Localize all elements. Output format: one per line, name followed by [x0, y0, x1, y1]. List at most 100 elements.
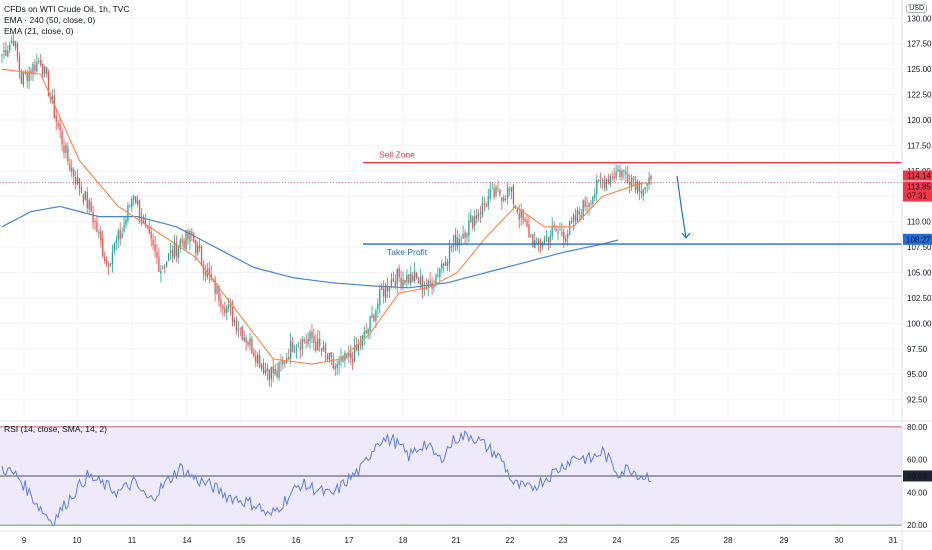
candle-body [648, 177, 650, 185]
candle-body [433, 283, 435, 288]
candle-body [448, 246, 451, 264]
candle-body [200, 246, 203, 265]
candle-body [301, 339, 303, 349]
candle-body [317, 338, 319, 351]
candle-body [561, 231, 563, 234]
candle-body [625, 172, 627, 175]
candle-body [348, 352, 350, 357]
candle-body [88, 200, 90, 210]
candle-body [214, 278, 216, 294]
candle-body [117, 231, 119, 241]
candle-body [381, 287, 383, 290]
candle-body [468, 220, 470, 236]
candle-body [493, 188, 495, 198]
price-tick-label: 127.50 [907, 40, 932, 49]
time-tick-label: 16 [292, 536, 301, 545]
candle-body [536, 238, 538, 240]
candle-body [485, 205, 488, 207]
candle-body [222, 305, 224, 309]
candle-body [565, 238, 567, 242]
candle-body [475, 214, 478, 219]
candle-body [280, 362, 282, 364]
candle-body [590, 203, 592, 205]
candle-body [47, 72, 50, 97]
candle-body [286, 357, 288, 363]
rsi-line [1, 429, 652, 527]
candle-body [307, 338, 309, 344]
candle-body [386, 285, 389, 292]
candle-body [555, 228, 557, 232]
rsi-pane[interactable] [0, 420, 932, 527]
candle-body [419, 276, 422, 285]
candle-body [233, 319, 236, 323]
candle-body [489, 189, 491, 199]
candle-body [61, 130, 63, 145]
candle-body [165, 261, 168, 266]
candle-body [491, 187, 493, 189]
candle-body [204, 272, 207, 276]
candle-body [175, 242, 178, 257]
candle-body [588, 203, 590, 207]
price-tick-label: 122.50 [907, 91, 932, 100]
candle-body [3, 50, 5, 53]
candle-body [400, 277, 402, 287]
candle-body [632, 177, 635, 181]
candle-body [607, 179, 610, 184]
ema240-legend[interactable]: EMA · 240 (50, close, 0) [4, 15, 96, 25]
candle-body [183, 241, 185, 248]
ema21-legend[interactable]: EMA (21, close, 0) [4, 26, 74, 36]
candle-body [559, 229, 561, 231]
candle-body [71, 168, 73, 172]
candle-body [344, 352, 346, 361]
rsi-legend[interactable]: RSI (14, close, SMA, 14, 2) [4, 424, 107, 434]
candle-body [16, 43, 19, 58]
candle-body [245, 337, 247, 343]
candle-body [506, 187, 509, 199]
candle-body [28, 71, 30, 82]
price-tick-label: 107.50 [907, 243, 932, 252]
candle-body [642, 189, 644, 196]
candle-body [444, 262, 447, 266]
candle-body [474, 215, 476, 226]
candle-body [551, 225, 553, 237]
currency-selector[interactable]: USD [906, 4, 927, 13]
candle-body [342, 355, 344, 363]
candle-body [272, 366, 274, 374]
candle-body [138, 200, 141, 219]
candle-body [109, 263, 112, 265]
candle-body [324, 344, 327, 354]
candle-body [528, 224, 530, 238]
candle-body [522, 209, 524, 221]
candle-body [74, 177, 77, 184]
candle-body [619, 169, 621, 177]
candle-body [164, 266, 166, 268]
candle-body [26, 72, 28, 81]
candle-body [181, 238, 183, 243]
candle-body [415, 273, 418, 279]
candle-body [86, 192, 88, 208]
candle-body [293, 351, 296, 353]
rsi-tick-label: 80.00 [907, 423, 928, 432]
candle-body [601, 180, 604, 182]
candle-body [96, 221, 98, 233]
current-price-text: 113.85 [907, 183, 931, 192]
candle-body [249, 338, 251, 346]
candle-body [258, 355, 261, 368]
candle-body [154, 244, 156, 252]
countdown-text: 07:31 [907, 192, 928, 201]
candle-body [572, 214, 575, 223]
target-price-text: 108.27 [906, 235, 931, 244]
candle-body [276, 370, 278, 378]
candle-body [5, 49, 7, 56]
candle-body [227, 304, 230, 308]
rsi-tick-label: 60.00 [907, 456, 928, 465]
candle-body [361, 335, 364, 347]
candle-body [43, 66, 46, 74]
candle-body [421, 276, 424, 290]
candle-body [237, 329, 240, 331]
candle-body [332, 358, 334, 369]
candle-body [346, 354, 348, 358]
candle-body [42, 63, 44, 75]
candle-body [315, 341, 317, 351]
